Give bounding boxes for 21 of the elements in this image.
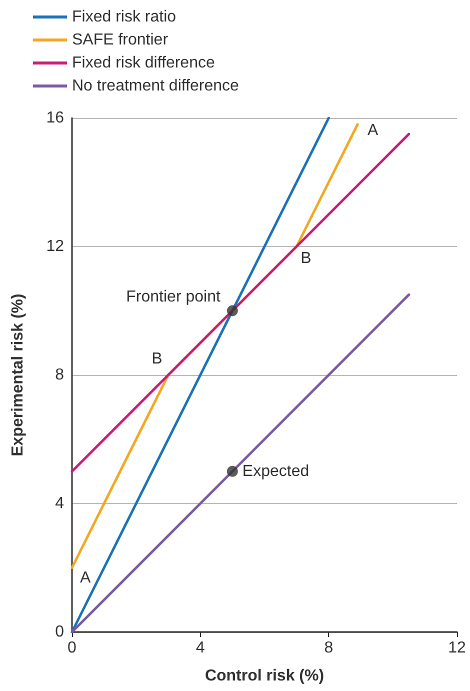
annotation: A [368,122,379,139]
x-tick-label: 12 [448,640,466,656]
x-tick-label: 4 [196,640,205,656]
annotation: Expected [242,462,310,480]
y-tick-label: 12 [46,238,64,255]
annotation: B [152,350,162,368]
legend-label: Fixed risk ratio [72,8,176,26]
legend-label: SAFE frontier [72,32,169,48]
x-tick-label: 8 [324,640,334,656]
legend-label: No treatment difference [72,78,240,94]
y-tick-label: 0 [55,624,64,640]
y-tick-label: 16 [46,110,64,126]
y-axis-title: Experimental risk (%) [10,294,26,456]
annotation: Frontier point [126,288,221,306]
legend-label: Fixed risk difference [72,54,215,72]
x-tick-label: 0 [68,640,77,656]
annotation: B [300,250,312,267]
x-axis-title: Control risk (%) [204,668,324,684]
y-tick-label: 4 [55,495,64,512]
annotation: A [80,569,91,586]
y-tick-label: 8 [55,366,64,384]
